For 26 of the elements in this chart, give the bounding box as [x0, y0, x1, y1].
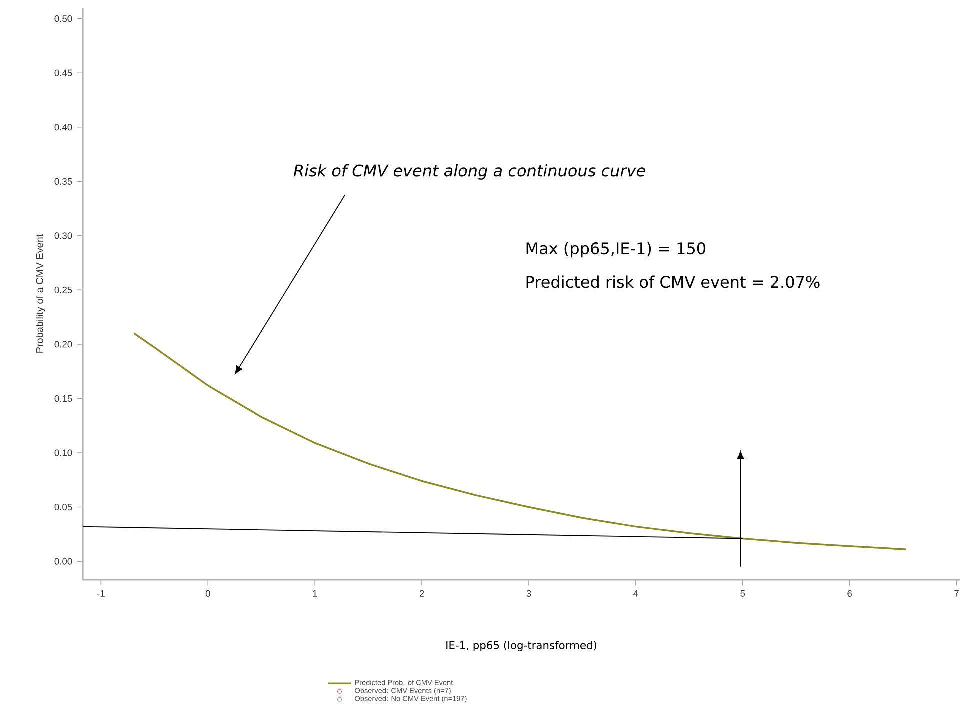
x-tick-label: 4 — [634, 590, 638, 597]
y-tick-label: 0.25 — [54, 286, 72, 294]
y-tick-label: 0.20 — [54, 341, 72, 348]
y-tick-label: 0.10 — [54, 450, 72, 456]
y-tick-label: 0.05 — [54, 504, 72, 511]
y-tick-label: 0.00 — [54, 558, 72, 565]
x-tick-label: 3 — [526, 590, 532, 597]
x-tick-label: 5 — [740, 590, 746, 597]
x-tick-label: 7 — [954, 590, 959, 597]
y-tick-label: 0.35 — [54, 178, 72, 185]
annotation: Predicted risk of CMV event = 2.07% — [526, 276, 820, 288]
x-tick-label: 0 — [206, 590, 210, 597]
y-tick-label: 0.15 — [54, 395, 72, 402]
y-tick-label: 0.40 — [54, 124, 72, 131]
y-tick-label: 0.30 — [54, 232, 72, 240]
x-tick-label: 2 — [420, 590, 424, 597]
y-tick-label: 0.50 — [54, 16, 72, 22]
annotation: Max (pp65,IE-1) = 150 — [526, 242, 706, 258]
x-tick-label: 1 — [313, 590, 318, 597]
x-axis-title: IE-1, pp65 (log-transformed) — [446, 641, 597, 652]
annotation: Risk of CMV event along a continuous curve — [294, 164, 646, 180]
x-tick-label: 6 — [848, 590, 852, 597]
x-tick-label: -1 — [97, 590, 105, 597]
y-tick-label: 0.45 — [54, 70, 72, 76]
y-axis-title: Probability of a CMV Event — [36, 234, 46, 353]
line-series — [133, 332, 908, 550]
